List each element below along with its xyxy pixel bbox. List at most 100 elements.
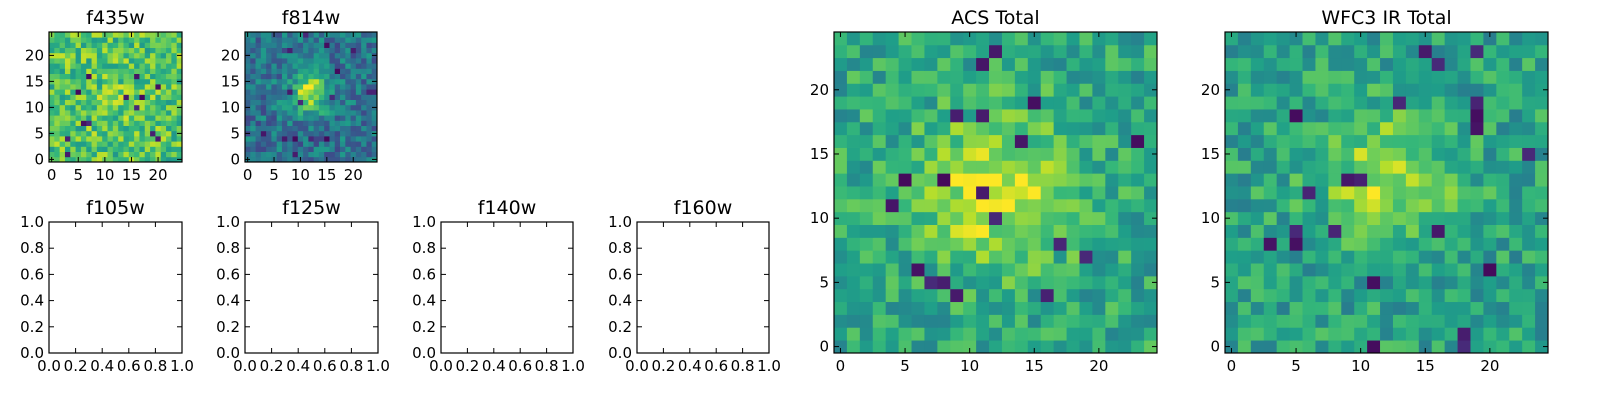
heatmap-cell (1263, 198, 1278, 213)
heatmap-cell (834, 327, 848, 341)
heatmap-cell (70, 104, 76, 111)
heatmap-cell (1237, 57, 1252, 71)
heatmap-cell (287, 136, 293, 142)
heatmap-cell (134, 37, 140, 43)
heatmap-cell (1105, 327, 1119, 341)
heatmap-cell (80, 47, 87, 54)
heatmap-cell (260, 99, 267, 106)
heatmap-cell (59, 120, 66, 126)
heatmap-cell (75, 73, 82, 80)
heatmap-cell (1250, 314, 1265, 328)
heatmap-cell (1289, 211, 1303, 225)
heatmap-cell (1092, 83, 1106, 97)
heatmap-cell (64, 104, 71, 111)
heatmap-cell (1341, 301, 1355, 315)
heatmap-cell (139, 58, 146, 64)
heatmap-cell (1144, 32, 1158, 46)
heatmap-cell (1418, 314, 1433, 328)
heatmap-cell (1380, 70, 1394, 84)
heatmap-cell (1328, 109, 1342, 123)
heatmap-cell (1367, 288, 1381, 303)
heatmap-cell (1302, 44, 1316, 59)
x-tick-label: 5 (900, 357, 910, 375)
heatmap-cell (1457, 96, 1471, 110)
heatmap-cell (355, 68, 362, 74)
heatmap-cell (245, 99, 251, 106)
heatmap-cell (1014, 250, 1029, 264)
heatmap-cell (1444, 109, 1458, 123)
heatmap-cell (963, 96, 977, 110)
heatmap-cell (366, 136, 373, 142)
heatmap-cell (1263, 44, 1278, 59)
heatmap-cell (1144, 250, 1158, 264)
heatmap-cell (1431, 288, 1446, 303)
heatmap-cell (297, 115, 304, 121)
heatmap-cell (361, 136, 367, 142)
heatmap-cell (1144, 288, 1158, 303)
heatmap-cell (118, 156, 124, 163)
heatmap-cell (885, 314, 899, 328)
heatmap-cell (64, 110, 71, 116)
heatmap-cell (366, 151, 373, 158)
heatmap-cell (139, 37, 146, 43)
heatmap-cell (1027, 121, 1042, 136)
heatmap-cell (1225, 109, 1239, 123)
heatmap-cell (1250, 340, 1265, 354)
heatmap-cell (91, 94, 98, 100)
heatmap-cell (292, 120, 299, 126)
heatmap-cell (859, 340, 874, 354)
heatmap-cell (59, 146, 66, 152)
heatmap-cell (171, 37, 178, 43)
heatmap-cell (1341, 263, 1355, 277)
heatmap-cell (1225, 198, 1239, 213)
heatmap-cell (91, 42, 98, 48)
heatmap-cell (1014, 186, 1029, 200)
heatmap-cell (86, 141, 92, 147)
heatmap-cell (308, 141, 315, 147)
heatmap-cell (846, 96, 861, 110)
heatmap-cell (176, 146, 183, 152)
heatmap-cell (1118, 198, 1132, 213)
heatmap-cell (1509, 109, 1523, 123)
panel-title: ACS Total (951, 7, 1039, 29)
heatmap-cell (355, 63, 362, 69)
heatmap-cell (1354, 237, 1368, 251)
heatmap-cell (1522, 32, 1536, 46)
heatmap-cell (350, 104, 357, 111)
heatmap-cell (1405, 224, 1420, 238)
heatmap-cell (898, 186, 912, 200)
heatmap-cell (345, 68, 351, 74)
heatmap-cell (102, 52, 108, 59)
heatmap-cell (1483, 173, 1497, 187)
heatmap-cell (1014, 83, 1029, 97)
heatmap-cell (859, 173, 874, 187)
heatmap-cell (329, 146, 336, 152)
heatmap-cell (361, 146, 367, 152)
heatmap-cell (297, 68, 304, 74)
heatmap-cell (1302, 275, 1316, 290)
heatmap-cell (1380, 83, 1394, 97)
heatmap-cell (1302, 314, 1316, 328)
heatmap-cell (102, 99, 108, 106)
heatmap-cell (1289, 173, 1303, 187)
heatmap-cell (313, 156, 320, 163)
heatmap-cell (989, 147, 1003, 161)
heatmap-cell (1522, 44, 1536, 59)
heatmap-cell (1418, 327, 1433, 341)
heatmap-cell (1131, 224, 1145, 238)
heatmap-cell (1509, 186, 1523, 200)
heatmap-cell (64, 68, 71, 74)
heatmap-cell (250, 32, 256, 38)
heatmap-cell (260, 52, 267, 59)
heatmap-cell (139, 89, 146, 95)
y-tick-label: 10 (810, 209, 829, 227)
heatmap-cell (54, 84, 61, 90)
heatmap-cell (250, 156, 256, 163)
heatmap-cell (171, 130, 178, 137)
heatmap-cell (846, 70, 861, 84)
heatmap-cell (834, 147, 848, 161)
heatmap-cell (1237, 83, 1252, 97)
heatmap-cell (292, 146, 299, 152)
heatmap-cell (176, 89, 183, 95)
y-tick-label: 0.0 (412, 344, 436, 362)
